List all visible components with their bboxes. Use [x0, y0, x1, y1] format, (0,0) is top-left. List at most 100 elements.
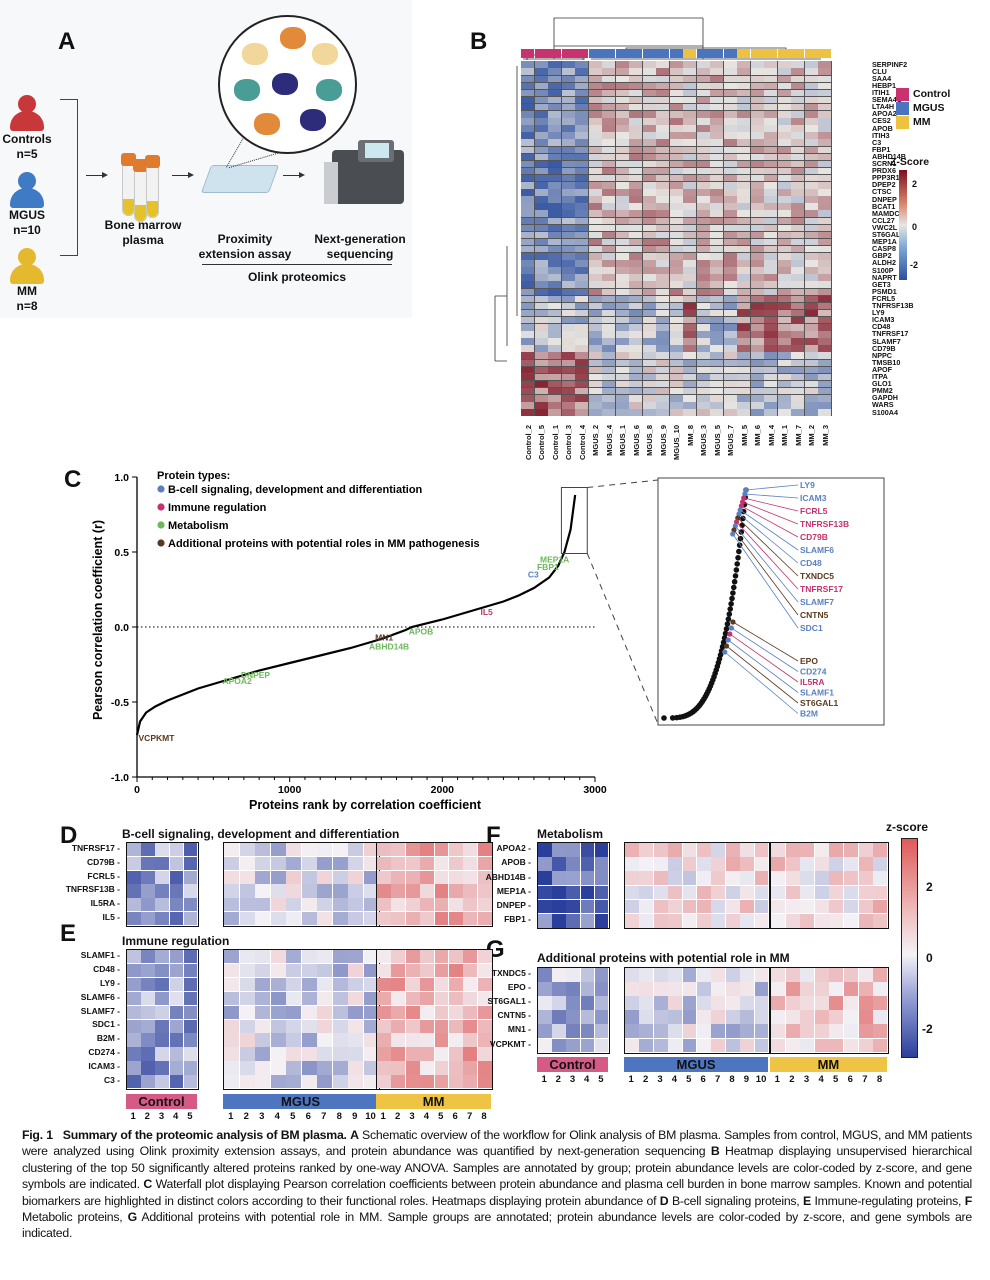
heatmap-cell — [391, 1005, 406, 1019]
heatmap-cell — [711, 1038, 726, 1053]
olink-proteomics-label: Olink proteomics — [247, 270, 347, 284]
heatmap-cell — [538, 968, 552, 982]
heatmap-cell — [710, 146, 724, 153]
heatmap-cell — [754, 914, 769, 928]
row-label: TNFRSF17 - — [71, 842, 120, 853]
heatmap-cell — [818, 132, 832, 139]
heatmap-cell — [804, 203, 818, 210]
heatmap-cell — [710, 139, 724, 146]
heatmap-cell — [858, 996, 873, 1010]
heatmap-cell — [169, 1047, 184, 1061]
heatmap-cell — [615, 295, 629, 303]
heatmap-cell — [791, 281, 805, 288]
heatmap-cell — [534, 281, 548, 288]
heatmap-cell — [750, 387, 764, 395]
heatmap-cell — [286, 963, 301, 978]
sample-number: 4 — [818, 1074, 824, 1085]
heatmap-cell — [642, 338, 656, 345]
heatmap-cell — [521, 224, 535, 232]
heatmap-cell — [656, 224, 670, 232]
heatmap-cell — [669, 231, 683, 239]
heatmap-cell — [629, 103, 643, 111]
heatmap-cell — [750, 373, 764, 381]
heatmap-cell — [615, 274, 629, 281]
heatmap-cell — [588, 274, 602, 281]
heatmap-cell — [710, 89, 724, 97]
heatmap-cell — [588, 309, 602, 317]
heatmap-cell — [777, 111, 791, 118]
heatmap-cell — [804, 331, 818, 338]
panel-c-label: C — [64, 466, 82, 493]
heatmap-cell — [697, 996, 711, 1010]
inset-protein-label: ST6GAL1 — [800, 698, 839, 708]
heatmap-cell — [169, 1019, 184, 1033]
heatmap-cell — [737, 267, 751, 274]
heatmap-cell — [348, 870, 363, 884]
heatmap-cell — [588, 189, 602, 196]
heatmap-cell — [534, 224, 548, 232]
heatmap-cell — [538, 996, 552, 1010]
heatmap-cell — [317, 1075, 332, 1089]
legend-mm: MM — [913, 116, 931, 128]
heatmap-cell — [580, 857, 595, 871]
heatmap-cell — [818, 103, 832, 111]
caption-text: B-cell signaling proteins, — [668, 1193, 803, 1208]
heatmap-cell — [588, 352, 602, 359]
inset-point — [735, 554, 741, 561]
heatmap-cell — [580, 982, 595, 996]
heatmap-cell — [696, 203, 710, 210]
heatmap-cell — [683, 324, 697, 331]
heatmap-cell — [534, 345, 548, 352]
heatmap-cell — [777, 61, 791, 68]
inset-point — [740, 515, 746, 522]
heatmap-cell — [391, 991, 406, 1006]
panel-d-label: D — [60, 822, 78, 849]
heatmap-cell — [777, 338, 791, 345]
heatmap-cell — [141, 1075, 155, 1089]
heatmap-cell — [696, 89, 710, 97]
heatmap-cell — [697, 1038, 711, 1053]
heatmap-cell — [818, 68, 832, 75]
heatmap-cell — [791, 75, 805, 82]
legend-entry: Metabolism — [168, 520, 229, 532]
inset-protein-label: TNFRSF17 — [800, 584, 843, 594]
dendrogram-branch — [494, 66, 518, 362]
heatmap-cell — [785, 1010, 800, 1024]
heatmap-cell — [575, 224, 589, 232]
heatmap-cell — [270, 1075, 286, 1089]
heatmap-cell — [777, 103, 791, 111]
heatmap-cell — [683, 380, 697, 388]
heatmap-cell — [818, 231, 832, 239]
heatmap-cell — [656, 245, 670, 253]
heatmap-cell — [561, 68, 575, 75]
heatmap-cell — [642, 96, 656, 104]
heatmap-cell — [602, 125, 616, 132]
heatmap-cell — [818, 267, 832, 274]
inset-protein-label: IL5RA — [800, 677, 825, 687]
heatmap-cell — [405, 1005, 420, 1019]
heatmap-cell — [391, 1019, 406, 1033]
heatmap-cell — [669, 352, 683, 359]
caption-text: Additional proteins with potential role … — [22, 1210, 972, 1241]
heatmap-cell — [804, 103, 818, 111]
heatmap-cell — [625, 914, 639, 928]
heatmap-cell — [566, 885, 581, 900]
inset-point — [669, 715, 676, 721]
heatmap-cell — [155, 1061, 170, 1075]
heatmap-cell — [737, 352, 751, 359]
gene-label: CLU — [872, 66, 887, 76]
heatmap-cell — [737, 146, 751, 153]
heatmap-cell — [477, 1075, 492, 1089]
heatmap-cell — [642, 61, 656, 68]
heatmap-cell — [602, 238, 616, 246]
heatmap-cell — [286, 856, 301, 871]
heatmap-cell — [141, 870, 155, 884]
heatmap-cell — [594, 996, 609, 1010]
heatmap-cell — [602, 331, 616, 338]
heatmap-cell — [224, 1033, 239, 1047]
heatmap-cell — [818, 245, 832, 253]
antibody-protein-zoom-icon — [218, 15, 357, 154]
heatmap-cell — [723, 61, 737, 68]
heatmap-cell — [286, 870, 301, 884]
heatmap-cell — [804, 146, 818, 153]
